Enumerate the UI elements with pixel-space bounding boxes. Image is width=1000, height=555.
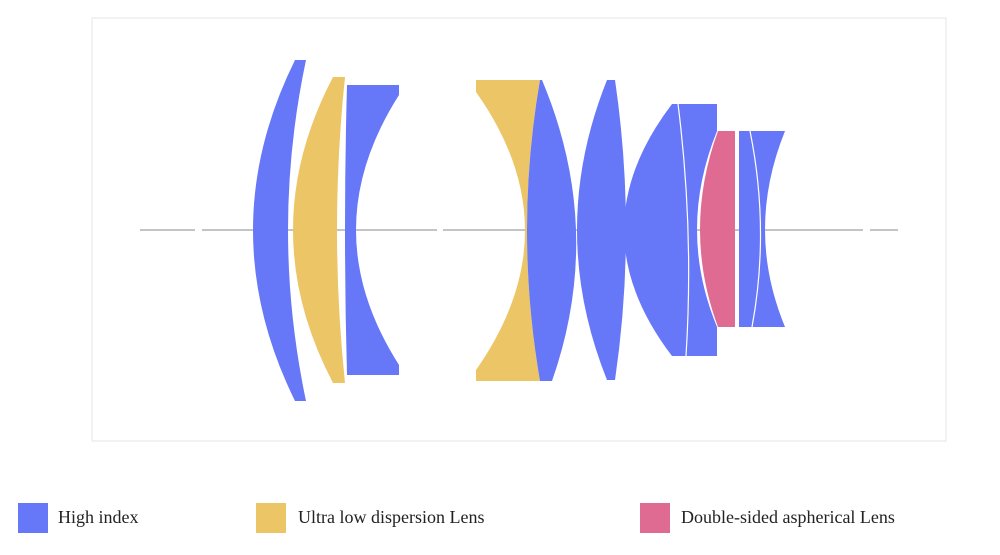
lens [345,85,399,375]
lens [739,131,785,327]
lens-seam [677,103,690,357]
lens [476,80,540,381]
legend: High index Ultra low dispersion Lens Dou… [18,503,895,533]
lens [624,104,717,356]
legend-label: High index [58,507,139,527]
legend-swatch [256,503,286,533]
legend-label: Ultra low dispersion Lens [298,507,484,527]
lens [253,60,306,401]
lens [577,80,626,380]
lens-elements [253,60,785,401]
lens-seam [749,130,762,328]
lens [293,77,345,383]
legend-swatch [640,503,670,533]
lens [700,131,735,327]
legend-swatch [18,503,48,533]
lens [527,80,577,381]
legend-label: Double-sided aspherical Lens [681,507,895,527]
